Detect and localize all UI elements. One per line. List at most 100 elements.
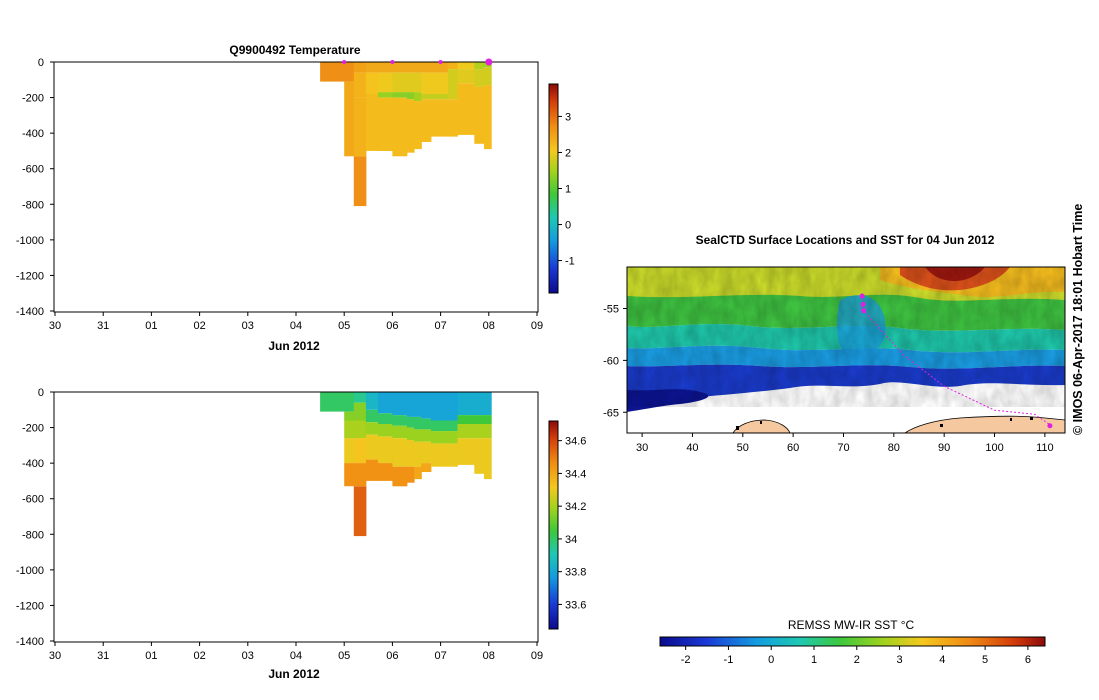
- x-tick-label: 60: [787, 442, 799, 454]
- profile-cell: [392, 466, 408, 487]
- sst-colorbar: [659, 636, 1046, 647]
- x-tick-label: 70: [837, 442, 849, 454]
- sst-map-y-ticks: -55 -60 -65: [603, 304, 627, 419]
- profile-cell: [344, 463, 355, 487]
- seal-track: [859, 293, 1053, 429]
- profile-cell: [414, 101, 422, 150]
- temperature-cells: [320, 62, 492, 207]
- profile-cell: [353, 156, 367, 207]
- profile-cell: [421, 94, 432, 100]
- profile-cell: [406, 416, 415, 428]
- profile-cell: [414, 72, 422, 93]
- profile-cell: [365, 72, 379, 94]
- profile-cell: [431, 94, 449, 100]
- y-tick-label: -1400: [16, 306, 44, 318]
- profile-cell: [365, 409, 379, 423]
- profile-cell: [353, 392, 367, 403]
- profile-markers: [342, 58, 493, 66]
- y-tick-label: -1000: [16, 565, 44, 577]
- x-tick-label: 80: [888, 442, 900, 454]
- profile-cell: [484, 415, 492, 424]
- temperature-title: Q9900492 Temperature: [229, 43, 361, 57]
- profile-marker: [485, 58, 493, 66]
- profile-cell: [406, 392, 415, 417]
- x-tick-label: 30: [636, 442, 648, 454]
- x-tick-label: 110: [1036, 442, 1054, 454]
- profile-cell: [421, 72, 432, 94]
- profile-cell: [421, 99, 432, 142]
- profile-cell: [421, 463, 432, 472]
- profile-cell: [392, 392, 408, 416]
- profile-cell: [457, 392, 475, 416]
- profile-cell: [447, 62, 458, 70]
- profile-cell: [353, 97, 367, 157]
- salinity-x-ticks: 30 31 01 02 03 04 05 06 07 08 09: [49, 642, 543, 662]
- colorbar-tick-label: 2: [854, 654, 860, 666]
- profile-cell: [421, 441, 432, 464]
- temperature-x-ticks: 30 31 01 02 03 04 05 06 07 08 09: [49, 312, 543, 332]
- profile-cell: [447, 420, 458, 432]
- colorbar-tick-label: 3: [565, 111, 571, 123]
- profile-marker: [342, 60, 347, 64]
- colorbar-tick-label: -1: [565, 256, 575, 268]
- profile-cell: [365, 422, 379, 435]
- sst-map-x-ticks: 30 40 50 60 70 80 90 100 110: [636, 433, 1054, 454]
- profile-cell: [484, 67, 492, 86]
- profile-cell: [431, 99, 449, 137]
- profile-cell: [406, 440, 415, 467]
- x-tick-label: 02: [193, 650, 205, 662]
- salinity-colorbar: [548, 420, 559, 630]
- profile-cell: [414, 92, 422, 102]
- colorbar-tick-label: 34: [565, 534, 577, 546]
- track-marker: [860, 301, 866, 307]
- temperature-x-label: Jun 2012: [268, 339, 320, 353]
- y-tick-label: -60: [603, 355, 619, 367]
- profile-cell: [392, 72, 408, 93]
- profile-cell: [474, 438, 485, 474]
- profile-cell: [344, 411, 355, 421]
- temperature-y-ticks: 0 -200 -400 -600 -800 -1000 -1200 -1400: [16, 57, 54, 318]
- salinity-y-ticks: 0 -200 -400 -600 -800 -1000 -1200 -1400: [16, 387, 54, 648]
- profile-cell: [421, 392, 432, 419]
- profile-cell: [392, 62, 408, 73]
- profile-cell: [431, 443, 449, 467]
- profile-cell: [377, 436, 393, 464]
- profile-cell: [457, 438, 475, 465]
- track-marker: [861, 308, 867, 314]
- profile-cell: [414, 416, 422, 430]
- y-tick-label: 0: [38, 57, 44, 69]
- y-tick-label: -800: [22, 199, 44, 211]
- x-tick-label: 31: [97, 650, 109, 662]
- profile-cell: [447, 69, 458, 100]
- x-tick-label: 09: [531, 320, 543, 332]
- profile-cell: [431, 392, 449, 421]
- sst-colorbar-label: REMSS MW-IR SST °C: [788, 618, 915, 632]
- profile-cell: [365, 62, 379, 73]
- x-tick-label: 04: [290, 650, 302, 662]
- profile-cell: [406, 72, 415, 93]
- profile-cell: [406, 99, 415, 153]
- profile-marker: [390, 60, 395, 64]
- colorbar-tick-label: 34.4: [565, 468, 586, 480]
- profile-cell: [484, 424, 492, 439]
- profile-cell: [484, 85, 492, 150]
- profile-marker: [438, 60, 443, 64]
- profile-cell: [431, 420, 449, 432]
- profile-cell: [421, 62, 432, 73]
- profile-cell: [377, 413, 393, 424]
- y-tick-label: -1400: [16, 636, 44, 648]
- profile-cell: [414, 441, 422, 467]
- x-tick-label: 31: [97, 320, 109, 332]
- colorbar-tick-label: -1: [724, 654, 734, 666]
- x-tick-label: 04: [290, 320, 302, 332]
- profile-cell: [414, 392, 422, 417]
- imos-timestamp: © IMOS 06-Apr-2017 18:01 Hobart Time: [1071, 204, 1085, 435]
- profile-cell: [447, 431, 458, 444]
- profile-cell: [414, 62, 422, 73]
- profile-cell: [474, 69, 485, 87]
- profile-cell: [377, 72, 393, 93]
- colorbar-tick-label: 33.6: [565, 599, 586, 611]
- profile-cell: [447, 443, 458, 467]
- y-tick-label: -600: [22, 494, 44, 506]
- profile-cell: [377, 424, 393, 437]
